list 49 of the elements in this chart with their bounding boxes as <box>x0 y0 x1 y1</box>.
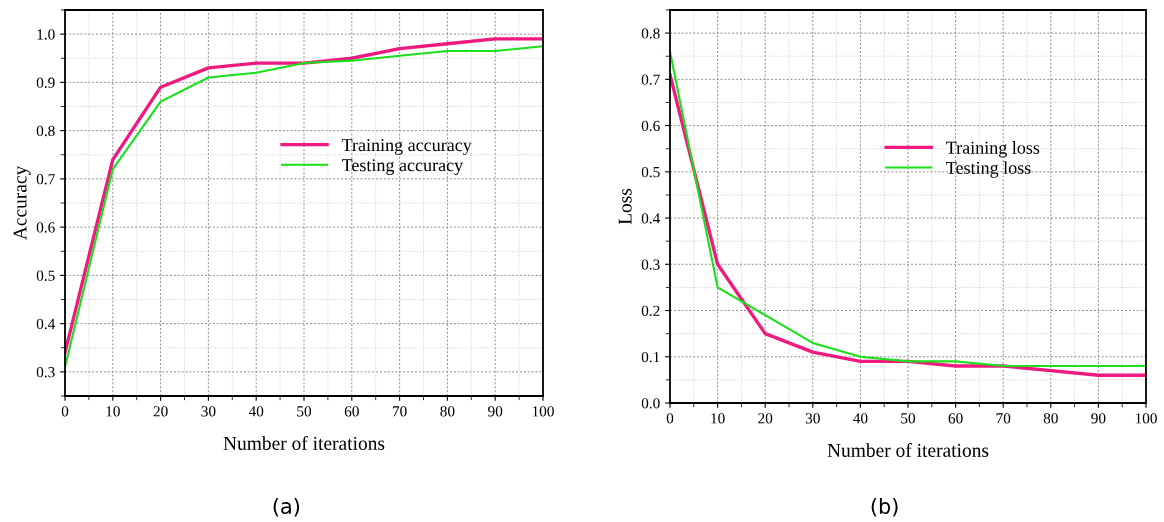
y-axis-title: Loss <box>618 188 632 225</box>
text: (b) <box>871 497 898 517</box>
x-tick-label: 100 <box>532 406 554 417</box>
y-tick-label: 0.4 <box>641 213 661 224</box>
x-tick-label: 50 <box>901 413 916 424</box>
text: (a) <box>273 497 300 517</box>
y-tick-label: 0.9 <box>36 77 55 88</box>
legend-label: Testing loss <box>946 161 1031 178</box>
y-tick-label: 0.1 <box>641 351 660 363</box>
y-tick-label: 0.3 <box>36 367 55 378</box>
y-tick-label: 0.5 <box>36 270 55 281</box>
y-tick-label: 0.6 <box>36 222 55 233</box>
x-tick-label: 20 <box>153 406 168 417</box>
legend-label: Training accuracy <box>341 139 472 155</box>
x-tick-label: 50 <box>297 406 312 417</box>
x-tick-label: 10 <box>711 413 725 424</box>
x-tick-label: 10 <box>106 406 120 417</box>
y-tick-label: 0.3 <box>641 259 660 270</box>
x-tick-label: 90 <box>1091 413 1106 424</box>
x-tick-label: 30 <box>805 413 820 424</box>
x-tick-label: 40 <box>248 406 264 417</box>
y-tick-label: 0.0 <box>641 398 660 409</box>
y-tick-label: 0.7 <box>36 174 55 185</box>
x-axis-title: Number of iterations <box>223 436 385 450</box>
x-tick-label: 0 <box>666 413 674 424</box>
x-tick-label: 90 <box>488 406 503 417</box>
y-tick-label: 0.5 <box>641 166 660 178</box>
y-tick-label: 0.4 <box>36 318 56 330</box>
x-tick-label: 80 <box>1043 413 1058 424</box>
x-tick-label: 70 <box>392 406 407 417</box>
x-tick-label: 0 <box>61 406 69 417</box>
y-axis-title: Accuracy <box>13 165 31 241</box>
x-tick-label: 40 <box>853 413 868 424</box>
x-axis-title: Number of iterations <box>827 443 989 457</box>
y-tick-label: 0.2 <box>641 305 660 317</box>
legend-label: Training loss <box>946 141 1040 158</box>
y-tick-label: 0.6 <box>641 120 660 132</box>
x-tick-label: 70 <box>996 413 1011 424</box>
x-tick-label: 30 <box>201 406 216 417</box>
x-tick-label: 60 <box>344 406 359 417</box>
x-tick-label: 80 <box>440 406 455 417</box>
y-tick-label: 1.0 <box>37 29 55 40</box>
x-tick-label: 60 <box>948 413 963 424</box>
y-tick-label: 0.7 <box>641 74 660 85</box>
legend-label: Testing accuracy <box>341 159 464 176</box>
y-tick-label: 0.8 <box>36 125 55 137</box>
y-tick-label: 0.8 <box>641 28 660 39</box>
x-tick-label: 100 <box>1135 413 1157 424</box>
x-tick-label: 20 <box>758 413 773 424</box>
